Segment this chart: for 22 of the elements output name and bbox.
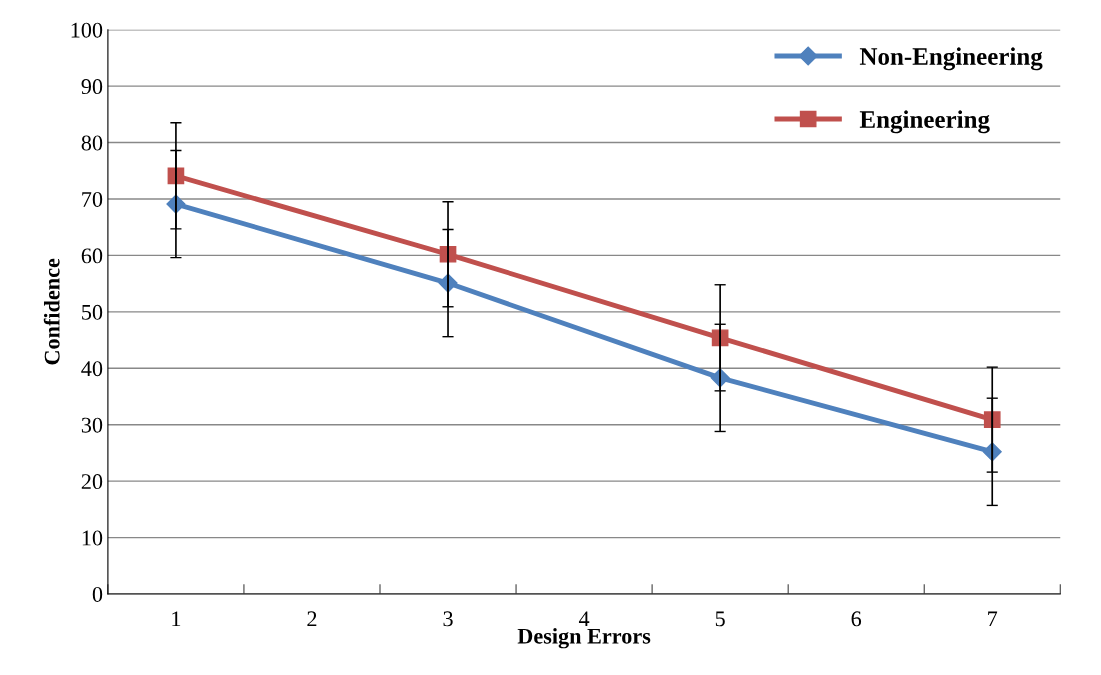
y-tick-label: 20	[81, 474, 103, 490]
x-tick-label: 2	[307, 611, 317, 627]
legend-label: Engineering	[859, 110, 990, 134]
y-tick-label: 70	[82, 191, 103, 207]
y-tick-label: 50	[82, 304, 103, 320]
x-tick-label: 7	[988, 611, 998, 627]
y-tick-label: 0	[92, 586, 103, 602]
y-tick-label: 100	[71, 22, 103, 38]
x-axis-title: Design Errors	[517, 628, 651, 649]
y-tick-label: 60	[81, 248, 103, 264]
y-tick-label: 90	[81, 79, 103, 95]
y-tick-label: 10	[82, 530, 103, 546]
y-tick-label: 40	[81, 361, 103, 377]
legend-label: Non-Engineering	[859, 47, 1043, 71]
x-tick-label: 3	[443, 611, 453, 627]
x-tick-label: 4	[578, 611, 590, 627]
x-tick-label: 5	[715, 611, 725, 627]
y-tick-label: 80	[81, 135, 103, 151]
y-tick-label: 30	[81, 417, 103, 433]
y-axis-title: Confidence	[43, 258, 60, 365]
x-tick-label: 6	[851, 611, 862, 627]
x-tick-label: 1	[172, 611, 181, 627]
